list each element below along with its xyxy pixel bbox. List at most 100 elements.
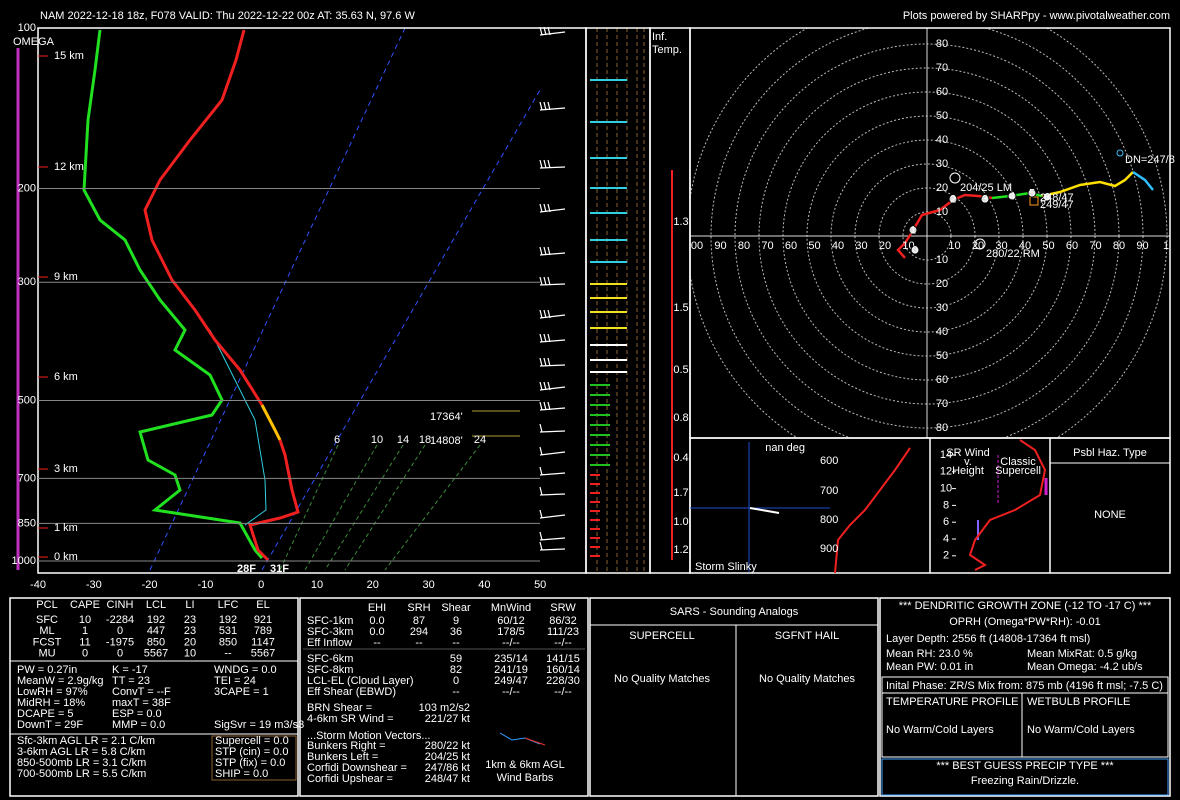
kin-param-value: 103 m2/s2 — [419, 702, 470, 714]
profile-result: No Warm/Cold Layers — [1027, 724, 1135, 736]
hodo-label: 80 — [936, 422, 948, 434]
barb-flag — [543, 276, 547, 286]
kin-cell: 86/32 — [549, 615, 577, 627]
pressure-label: 300 — [18, 276, 36, 288]
sfc-temp: 31F — [270, 563, 289, 575]
barb-flag — [547, 357, 551, 367]
kin-cell: 0.0 — [369, 615, 384, 627]
sr-y-label: 12 — [940, 466, 952, 478]
temp-label: 10 — [311, 579, 323, 591]
barb-flag — [547, 309, 551, 319]
barb-flag — [539, 309, 543, 319]
severe-index: SHIP = 0.0 — [215, 768, 268, 780]
barb-flag — [547, 203, 551, 213]
temperature-profile — [248, 439, 300, 562]
isotherm — [149, 28, 406, 571]
sigsvr: SigSvr = 19 m3/s3 — [214, 719, 304, 731]
pressure-label: 1000 — [12, 555, 36, 567]
temp-label: -40 — [30, 579, 46, 591]
severe-index: Supercell = 0.0 — [215, 735, 289, 747]
thermo-cell: -- — [224, 648, 232, 660]
hodo-label: 00 — [691, 240, 703, 252]
mean-rh: Mean RH: 23.0 % — [886, 648, 973, 660]
barb-flag — [547, 26, 551, 36]
hazard-value: NONE — [1094, 509, 1126, 521]
barb-flag — [547, 101, 551, 111]
barb-flag — [539, 466, 543, 476]
thermo-frame — [9, 597, 299, 797]
mixing-line — [304, 444, 378, 571]
sr-title: v. — [964, 456, 972, 468]
height-label: 6 km — [54, 371, 78, 383]
wind-barb — [539, 107, 566, 111]
vector-value: 247/86 kt — [425, 762, 470, 774]
hodo-marker — [1007, 191, 1017, 201]
barb-flag — [543, 309, 547, 319]
wind-barb — [539, 31, 566, 36]
precip-box — [881, 758, 1169, 796]
thermo-cell: 192 — [147, 614, 165, 626]
hodo-label: 50 — [1042, 240, 1054, 252]
thermo-cell: MU — [38, 648, 55, 660]
height-label: 15 km — [54, 50, 84, 62]
kin-cell: -- — [452, 686, 460, 698]
slinky-title: nan deg — [765, 442, 805, 454]
pressure-label: 850 — [18, 517, 36, 529]
inferred-title: Inf. — [652, 31, 667, 43]
thermo-cell: 11 — [79, 636, 90, 648]
thermo-cell: 1147 — [251, 636, 275, 648]
severe-index: STP (fix) = 0.0 — [215, 757, 285, 769]
thermo-index: MMP = 0.0 — [112, 719, 165, 731]
thermo-index: maxT = 38F — [112, 697, 171, 709]
hodo-marker — [1027, 188, 1037, 198]
theta-profile — [834, 447, 911, 574]
thermo-header: EL — [256, 599, 269, 611]
hodo-marker — [948, 194, 958, 204]
wind-barb — [539, 537, 566, 541]
vector-value: 280/22 kt — [425, 740, 470, 752]
kin-cell: 59 — [450, 653, 462, 665]
thermo-index: LowRH = 97% — [17, 686, 88, 698]
profile-title: WETBULB PROFILE — [1027, 696, 1130, 708]
kin-label: SFC-8km — [307, 664, 353, 676]
supercell-label: Classic — [1000, 456, 1036, 468]
inferred-value: 0.8 — [673, 412, 688, 424]
hodo-label: 70 — [936, 398, 948, 410]
thermo-index: DCAPE = 5 — [17, 708, 74, 720]
hodo-label: 30 — [995, 240, 1007, 252]
downshear: DN=247/8 — [1125, 154, 1175, 166]
kin-cell: --/-- — [502, 637, 520, 649]
barb-flag — [539, 401, 543, 411]
hodo-label: 90 — [714, 240, 726, 252]
thermo-header: PCL — [36, 599, 57, 611]
barb-flag — [547, 333, 551, 343]
kin-cell: --/-- — [502, 686, 520, 698]
kin-cell: 294 — [410, 626, 428, 638]
inferred-value: 1.3 — [673, 216, 688, 228]
hodo-label: 80 — [1113, 240, 1125, 252]
kin-cell: 0.0 — [369, 626, 384, 638]
thermo-cell: 0 — [117, 625, 123, 637]
thermo-header: CINH — [107, 599, 134, 611]
skewt-lines — [82, 28, 540, 571]
kin-header: Shear — [441, 602, 471, 614]
hodo-label: 60 — [936, 86, 948, 98]
profile-box — [881, 692, 1169, 758]
barb-flag — [539, 486, 543, 496]
barb-flag — [539, 333, 543, 343]
wind-barb — [539, 451, 566, 456]
precip-type: Freezing Rain/Drizzle. — [971, 775, 1079, 787]
thermo-cell: 0 — [82, 648, 88, 660]
downshear-marker — [1116, 149, 1124, 157]
hodo-label: 70 — [936, 62, 948, 74]
wind-barb — [539, 472, 566, 476]
temp-label: 30 — [422, 579, 434, 591]
sr-y-label: 10 — [940, 483, 952, 495]
temperature-profile — [143, 29, 264, 406]
hodo-trace — [1041, 171, 1134, 198]
barb-flag — [539, 159, 543, 169]
sars-column-title: SGFNT HAIL — [775, 630, 840, 642]
barb-flag — [539, 423, 543, 433]
hodo-label: 50 — [808, 240, 820, 252]
